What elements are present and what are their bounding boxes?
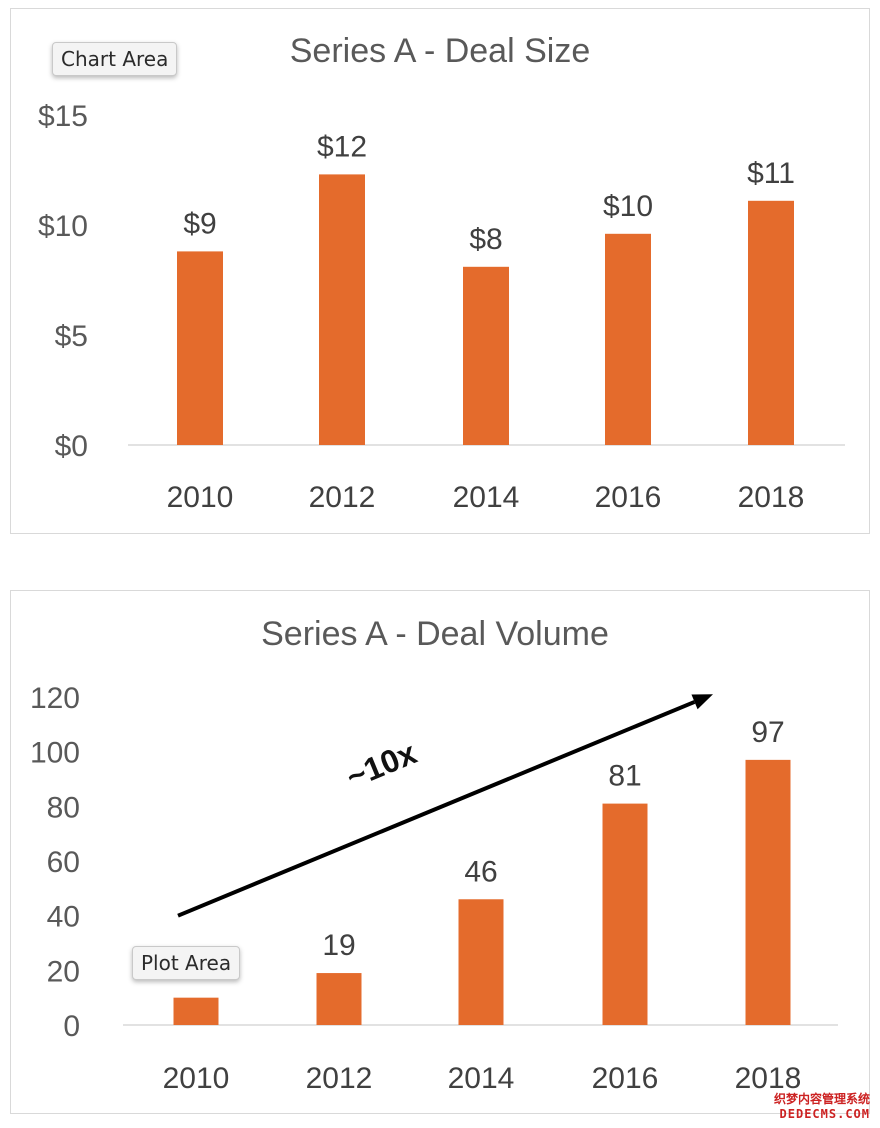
size-data-label-2014: $8 <box>469 223 502 256</box>
size-bar-2010 <box>177 251 223 445</box>
trend-arrow-line <box>177 700 696 918</box>
size-data-label-2018: $11 <box>747 157 795 190</box>
volume-y-tick-label: 120 <box>30 682 80 715</box>
size-y-tick-label: $10 <box>38 210 88 243</box>
volume-bar-2014 <box>458 899 504 1025</box>
volume-chart-title: Series A - Deal Volume <box>261 615 609 653</box>
size-bar-2014 <box>463 266 509 445</box>
watermark-cn-text: 织梦内容管理系统 <box>773 1092 870 1106</box>
size-data-label-2010: $9 <box>183 207 216 240</box>
volume-x-tick-label: 2018 <box>735 1062 802 1095</box>
volume-bar-2018 <box>745 759 791 1025</box>
size-x-tick-label: 2010 <box>167 481 234 514</box>
volume-data-label-2018: 97 <box>751 716 784 749</box>
volume-x-tick-label: 2012 <box>306 1062 373 1095</box>
volume-x-tick-label: 2014 <box>448 1062 515 1095</box>
size-x-tick-label: 2016 <box>595 481 662 514</box>
volume-data-label-2012: 19 <box>322 929 355 962</box>
size-data-label-2012: $12 <box>317 130 367 163</box>
size-x-tick-label: 2018 <box>738 481 805 514</box>
size-data-label-2016: $10 <box>603 190 653 223</box>
watermark: 织梦内容管理系统 DEDECMS.COM <box>774 1092 870 1122</box>
size-x-tick-label: 2014 <box>453 481 520 514</box>
volume-data-label-2016: 81 <box>608 760 641 793</box>
size-bar-2016 <box>605 233 651 445</box>
plot-area-tooltip: Plot Area <box>132 946 241 980</box>
volume-bar-2010 <box>173 997 219 1025</box>
size-y-tick-label: $15 <box>38 100 88 133</box>
volume-bar-2012 <box>316 973 362 1025</box>
volume-data-label-2014: 46 <box>464 855 497 888</box>
volume-y-tick-label: 80 <box>47 791 80 824</box>
deal-size-chart-area[interactable] <box>10 8 870 534</box>
volume-y-tick-label: 20 <box>47 955 80 988</box>
volume-bar-2016 <box>602 803 648 1025</box>
size-bar-2012 <box>319 174 365 445</box>
volume-x-tick-label: 2010 <box>163 1062 230 1095</box>
volume-x-tick-label: 2016 <box>592 1062 659 1095</box>
chart-area-tooltip: Chart Area <box>52 42 178 76</box>
volume-y-tick-label: 60 <box>47 846 80 879</box>
volume-y-tick-label: 0 <box>63 1010 80 1043</box>
trend-annotation: ~10x <box>341 734 422 795</box>
trend-arrowhead <box>691 694 713 710</box>
size-y-tick-label: $0 <box>55 430 88 463</box>
deal-volume-chart-area[interactable] <box>10 590 870 1114</box>
size-x-tick-label: 2012 <box>309 481 376 514</box>
volume-y-tick-label: 100 <box>30 737 80 770</box>
size-y-tick-label: $5 <box>55 320 88 353</box>
watermark-en-text: DEDECMS.COM <box>779 1107 870 1121</box>
size-chart-title: Series A - Deal Size <box>290 32 590 70</box>
volume-y-tick-label: 40 <box>47 901 80 934</box>
size-bar-2018 <box>748 200 794 445</box>
